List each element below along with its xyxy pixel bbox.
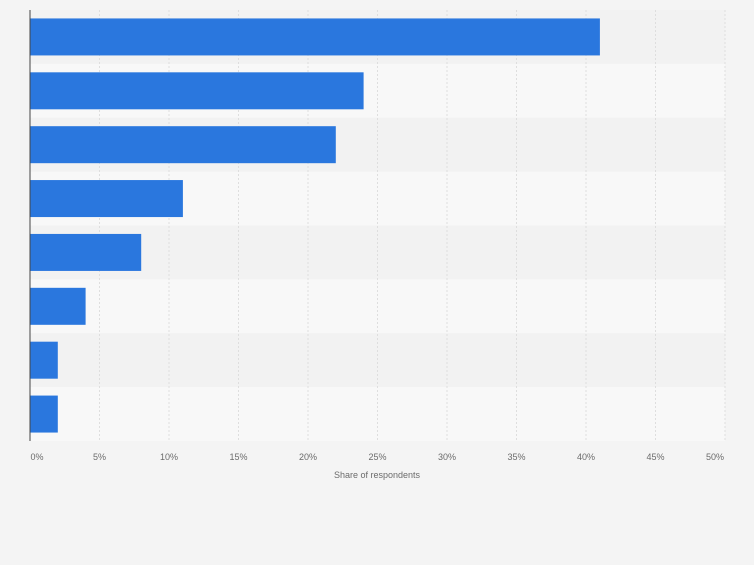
- x-tick-label: 15%: [229, 452, 247, 462]
- bar: [30, 395, 58, 433]
- x-tick-label: 25%: [368, 452, 386, 462]
- bar: [30, 126, 336, 164]
- bar: [30, 180, 183, 218]
- bars: [30, 18, 600, 433]
- x-axis-ticks: 0% 5% 10% 15% 20% 25% 30% 35% 40% 45% 50%: [30, 452, 724, 462]
- x-axis-title: Share of respondents: [334, 470, 421, 480]
- bar: [30, 72, 364, 110]
- x-tick-label: 0%: [30, 452, 43, 462]
- bar: [30, 18, 600, 56]
- bar: [30, 341, 58, 379]
- x-tick-label: 5%: [93, 452, 106, 462]
- x-tick-label: 35%: [507, 452, 525, 462]
- x-tick-label: 30%: [438, 452, 456, 462]
- bar: [30, 287, 86, 325]
- x-tick-label: 40%: [577, 452, 595, 462]
- x-tick-label: 20%: [299, 452, 317, 462]
- x-tick-label: 10%: [160, 452, 178, 462]
- x-tick-label: 45%: [646, 452, 664, 462]
- bar: [30, 233, 142, 271]
- x-tick-label: 50%: [706, 452, 724, 462]
